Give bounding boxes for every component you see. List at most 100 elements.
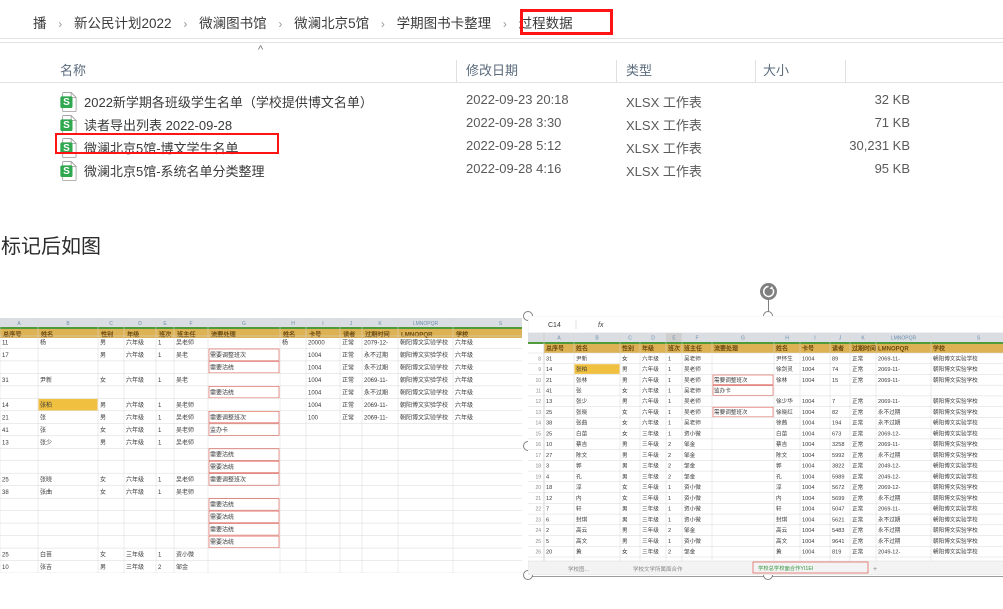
svg-text:正常: 正常 bbox=[852, 537, 864, 545]
svg-text:白苗: 白苗 bbox=[776, 430, 788, 438]
svg-text:资小微: 资小微 bbox=[684, 515, 701, 523]
svg-text:永不过期: 永不过期 bbox=[878, 526, 901, 534]
svg-text:22: 22 bbox=[535, 507, 541, 513]
svg-text:张: 张 bbox=[40, 413, 46, 421]
svg-text:2: 2 bbox=[546, 528, 549, 534]
svg-text:8: 8 bbox=[538, 356, 541, 362]
svg-text:卡号: 卡号 bbox=[309, 331, 321, 339]
svg-text:1: 1 bbox=[668, 432, 671, 438]
svg-text:正常: 正常 bbox=[852, 515, 864, 523]
svg-text:三年级: 三年级 bbox=[642, 451, 659, 459]
svg-text:需要调整班次: 需要调整班次 bbox=[210, 476, 246, 484]
svg-text:张晓: 张晓 bbox=[40, 476, 52, 484]
svg-text:5992: 5992 bbox=[832, 453, 844, 459]
svg-text:资小微: 资小微 bbox=[684, 483, 701, 491]
svg-text:轩: 轩 bbox=[776, 505, 782, 513]
svg-text:淳: 淳 bbox=[776, 483, 782, 491]
svg-text:2: 2 bbox=[668, 550, 671, 556]
svg-text:张曲: 张曲 bbox=[40, 488, 52, 496]
svg-text:25: 25 bbox=[546, 410, 552, 416]
svg-text:正常: 正常 bbox=[852, 505, 864, 513]
svg-text:1004: 1004 bbox=[802, 378, 814, 384]
svg-text:朝阳博文实验学校: 朝阳博文实验学校 bbox=[933, 397, 978, 405]
svg-text:女: 女 bbox=[100, 376, 106, 384]
svg-text:男: 男 bbox=[100, 402, 106, 409]
svg-text:20: 20 bbox=[546, 550, 552, 556]
svg-text:1: 1 bbox=[668, 399, 671, 405]
svg-text:六年级: 六年级 bbox=[455, 339, 473, 347]
svg-text:资小微: 资小微 bbox=[684, 430, 701, 438]
svg-text:1: 1 bbox=[668, 539, 671, 545]
svg-text:邹金: 邹金 bbox=[684, 526, 696, 534]
svg-text:1004: 1004 bbox=[802, 464, 814, 470]
svg-text:男: 男 bbox=[622, 527, 628, 534]
svg-text:张吉: 张吉 bbox=[40, 563, 52, 571]
svg-text:尹怀生: 尹怀生 bbox=[776, 354, 793, 362]
svg-text:总序号: 总序号 bbox=[546, 345, 564, 353]
svg-text:需要沽统: 需要沽统 bbox=[210, 388, 234, 396]
svg-text:女: 女 bbox=[622, 419, 628, 427]
svg-text:5989: 5989 bbox=[832, 474, 844, 480]
svg-text:三年级: 三年级 bbox=[126, 563, 144, 571]
svg-text:男: 男 bbox=[622, 398, 628, 405]
svg-text:张: 张 bbox=[576, 387, 582, 395]
svg-text:吴老师: 吴老师 bbox=[176, 401, 194, 409]
svg-text:永不过期: 永不过期 bbox=[878, 408, 901, 416]
svg-text:高云: 高云 bbox=[576, 526, 588, 534]
svg-text:徐晓红: 徐晓红 bbox=[776, 408, 793, 416]
svg-text:F: F bbox=[695, 336, 698, 342]
svg-text:D: D bbox=[651, 336, 655, 342]
svg-text:4: 4 bbox=[546, 474, 549, 480]
svg-text:男: 男 bbox=[622, 366, 628, 373]
svg-text:女: 女 bbox=[622, 548, 628, 556]
svg-text:张柏: 张柏 bbox=[576, 365, 588, 373]
svg-text:吴老师: 吴老师 bbox=[684, 387, 701, 395]
svg-text:杨: 杨 bbox=[40, 339, 46, 347]
svg-text:正常: 正常 bbox=[342, 363, 354, 371]
svg-text:2: 2 bbox=[668, 453, 671, 459]
svg-text:26: 26 bbox=[535, 550, 541, 556]
svg-text:3822: 3822 bbox=[832, 464, 844, 470]
svg-text:17: 17 bbox=[2, 353, 9, 359]
svg-text:14: 14 bbox=[2, 403, 9, 409]
svg-text:吴老师: 吴老师 bbox=[684, 354, 701, 362]
svg-text:郭: 郭 bbox=[576, 462, 582, 470]
svg-text:六年级: 六年级 bbox=[126, 488, 144, 496]
svg-text:1004: 1004 bbox=[802, 517, 814, 523]
svg-text:吴老师: 吴老师 bbox=[176, 339, 194, 347]
svg-text:女: 女 bbox=[100, 426, 106, 434]
svg-text:12: 12 bbox=[546, 496, 552, 502]
svg-text:25: 25 bbox=[2, 478, 9, 484]
svg-text:男: 男 bbox=[100, 439, 106, 446]
svg-text:正常: 正常 bbox=[852, 494, 864, 502]
svg-text:监办卡: 监办卡 bbox=[210, 426, 228, 434]
svg-text:1004: 1004 bbox=[802, 474, 814, 480]
svg-text:性别: 性别 bbox=[621, 345, 634, 353]
svg-text:男: 男 bbox=[100, 564, 106, 571]
svg-text:1004: 1004 bbox=[802, 356, 814, 362]
svg-text:89: 89 bbox=[832, 356, 838, 362]
svg-text:永不过期: 永不过期 bbox=[364, 388, 388, 396]
svg-text:38: 38 bbox=[2, 490, 9, 496]
svg-text:正常: 正常 bbox=[852, 354, 864, 362]
svg-text:杨: 杨 bbox=[282, 339, 288, 347]
svg-text:正常: 正常 bbox=[342, 339, 354, 347]
svg-text:正常: 正常 bbox=[852, 440, 864, 448]
svg-text:1004: 1004 bbox=[802, 453, 814, 459]
svg-text:1004: 1004 bbox=[308, 353, 322, 359]
svg-text:F: F bbox=[189, 321, 192, 327]
svg-text:朝阳博文实验学校: 朝阳博文实验学校 bbox=[400, 363, 448, 371]
svg-text:6: 6 bbox=[546, 517, 549, 523]
svg-text:六年级: 六年级 bbox=[455, 351, 473, 359]
svg-text:7: 7 bbox=[832, 399, 835, 405]
svg-text:张林: 张林 bbox=[576, 376, 588, 384]
svg-text:31: 31 bbox=[2, 378, 9, 384]
svg-text:5621: 5621 bbox=[832, 517, 844, 523]
svg-text:2069-11-: 2069-11- bbox=[878, 367, 900, 373]
svg-text:六年级: 六年级 bbox=[126, 351, 144, 359]
svg-text:朝阳博文实验学校: 朝阳博文实验学校 bbox=[933, 505, 978, 513]
svg-text:fx: fx bbox=[598, 322, 604, 329]
svg-text:张少: 张少 bbox=[576, 397, 588, 405]
svg-text:三年级: 三年级 bbox=[642, 494, 659, 502]
svg-text:41: 41 bbox=[2, 428, 9, 434]
